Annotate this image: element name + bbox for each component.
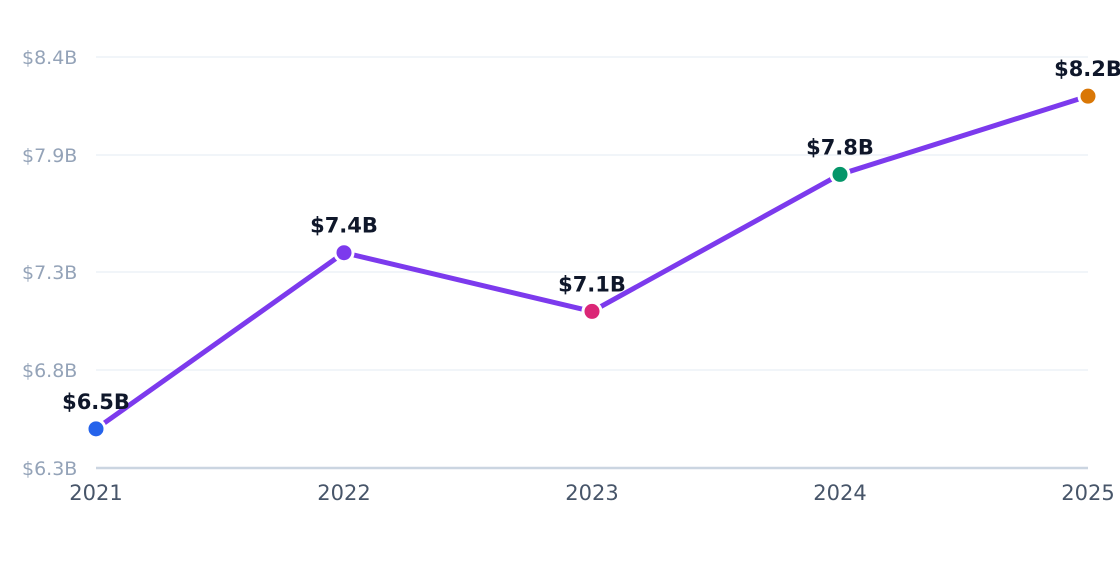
data-label: $6.5B (62, 390, 130, 414)
y-tick-label: $6.8B (22, 360, 77, 382)
data-point (829, 163, 851, 185)
x-tick-label: 2024 (813, 481, 866, 505)
gridlines (96, 56, 1088, 371)
y-tick-label: $6.3B (22, 458, 77, 480)
y-tick-label: $8.4B (22, 47, 77, 69)
series-line (93, 93, 1091, 432)
data-label: $7.1B (558, 272, 626, 296)
x-tick-label: 2025 (1061, 481, 1114, 505)
y-tick-label: $7.9B (22, 145, 77, 167)
x-tick-label: 2022 (317, 481, 370, 505)
data-points (85, 85, 1099, 440)
x-tick-label: 2021 (69, 481, 122, 505)
x-axis-ticks: 2021 2022 2023 2024 2025 (69, 481, 1114, 505)
data-point (85, 418, 107, 440)
x-tick-label: 2023 (565, 481, 618, 505)
data-point (333, 242, 355, 264)
data-label: $7.4B (310, 214, 378, 238)
y-tick-label: $7.3B (22, 262, 77, 284)
data-point (1077, 85, 1099, 107)
data-label: $7.8B (806, 135, 874, 159)
y-axis-ticks: $6.3B $6.8B $7.3B $7.9B $8.4B (22, 47, 77, 480)
series-line-group (93, 93, 1091, 432)
data-point (581, 300, 603, 322)
data-label: $8.2B (1054, 57, 1120, 81)
data-labels: $6.5B $7.4B $7.1B $7.8B $8.2B (62, 57, 1120, 414)
